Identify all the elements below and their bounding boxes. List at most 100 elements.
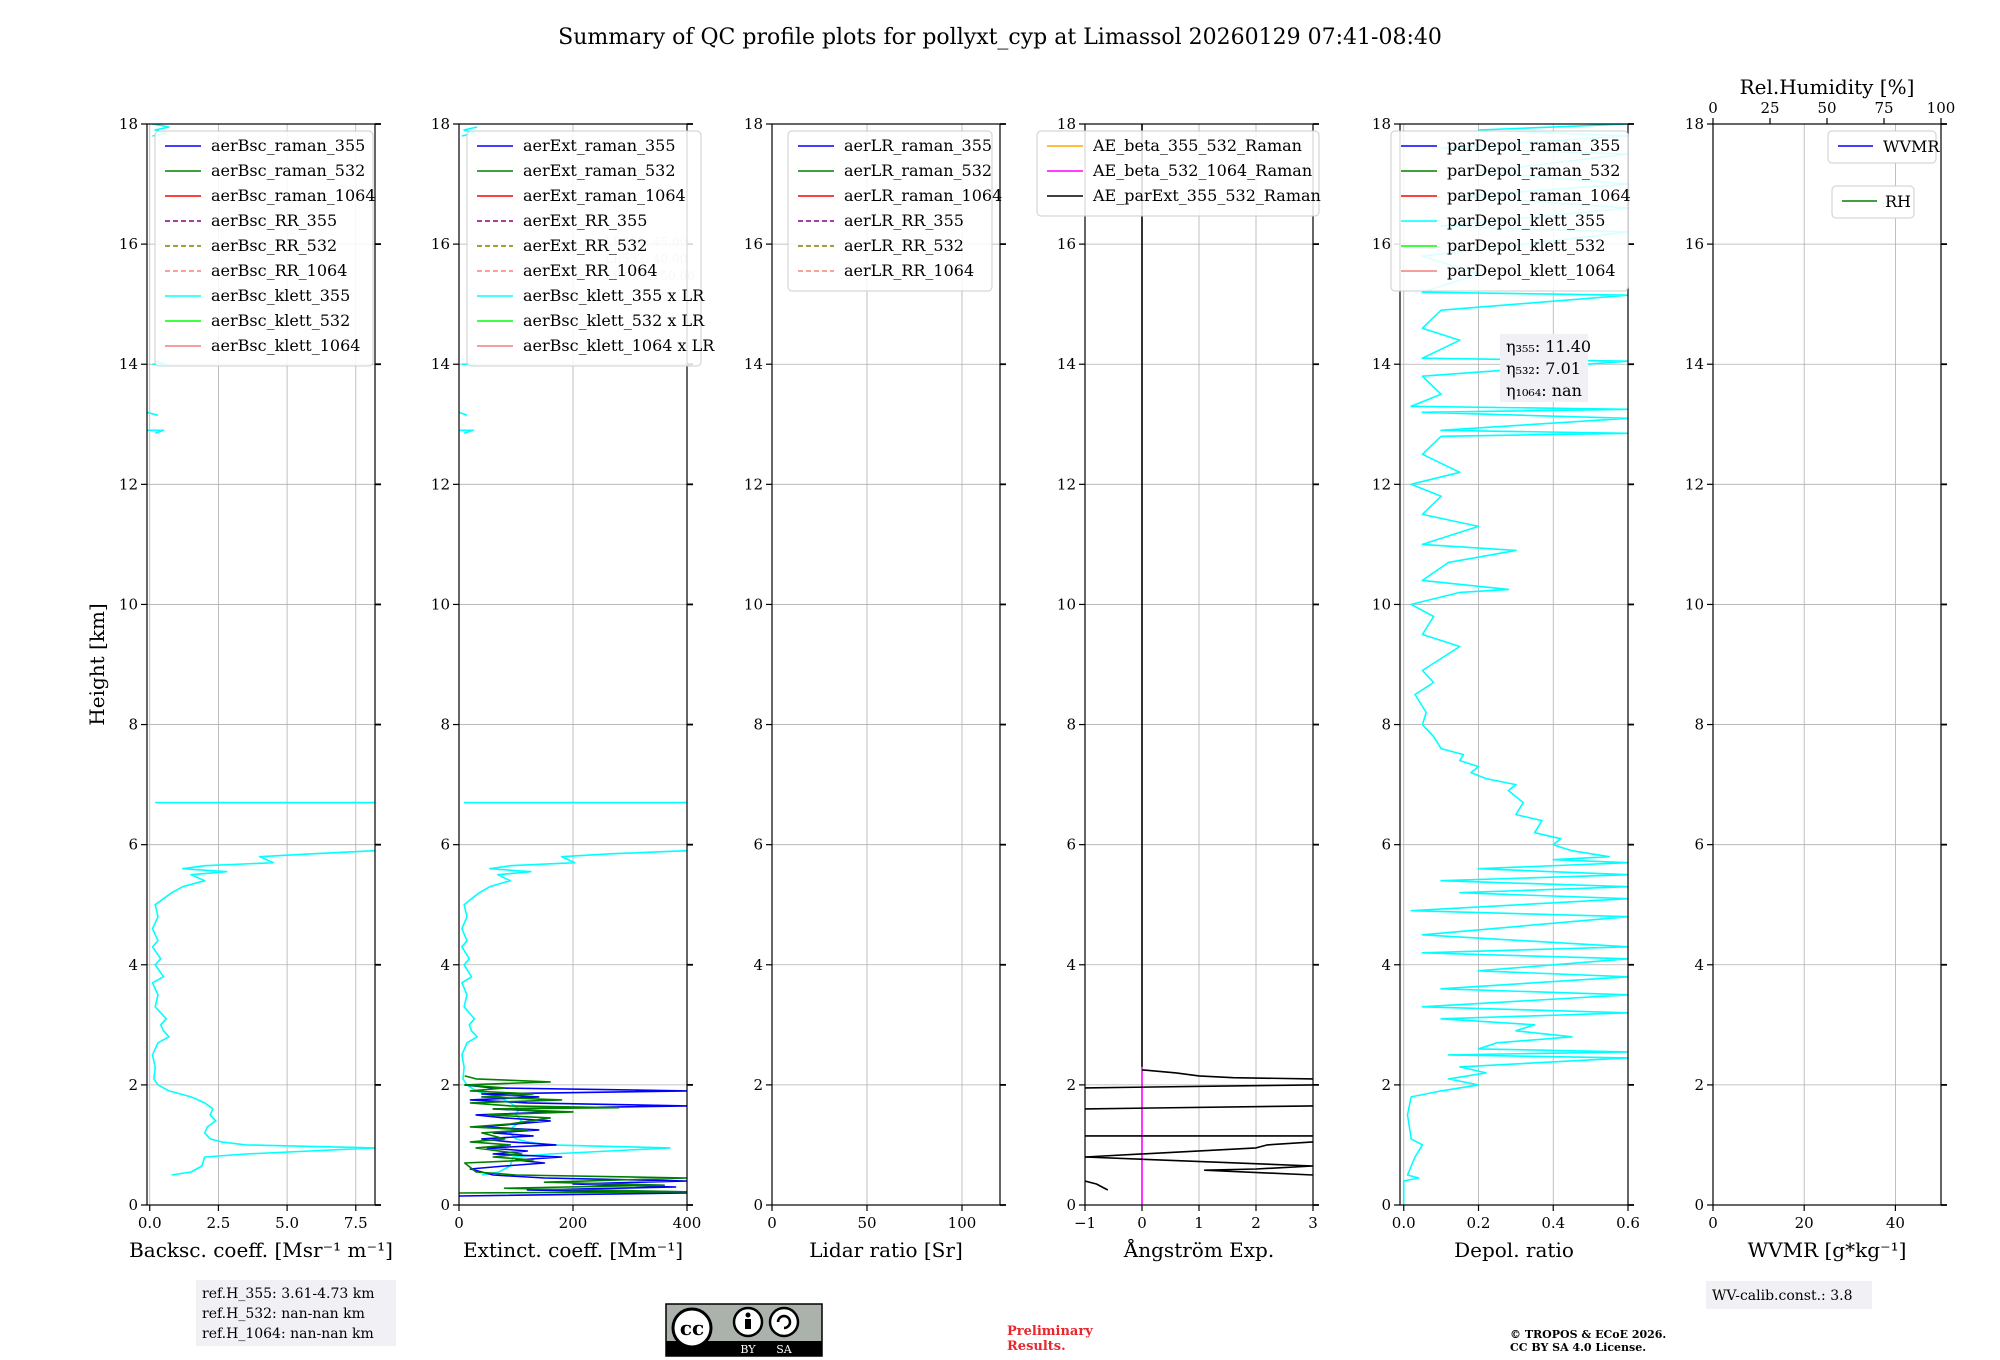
xtick-label: 0 [1708, 1214, 1718, 1232]
xtick-label: 0 [454, 1214, 464, 1232]
legend-label: aerBsc_raman_532 [211, 161, 365, 180]
panel-lr: 0 2 4 6 8 10 12 14 16 18 0 50 100 Lidar ratio [Sr] aer… [744, 115, 1006, 1262]
eta-0: η₃₅₅: 11.40 [1506, 337, 1591, 356]
ytick-label: 8 [128, 716, 138, 734]
ytick-label: 4 [1694, 956, 1704, 974]
ytick-label: 16 [1685, 235, 1704, 253]
ref-height-355: ref.H_355: 3.61-4.73 km [202, 1286, 375, 1302]
series-AE_parExt_355_532_Raman [1085, 1156, 1313, 1176]
ytick-label: 8 [1066, 716, 1076, 734]
series-aerBsc_klett_355 [147, 429, 165, 435]
legend-label: aerBsc_RR_1064 [211, 261, 347, 280]
series-AE_parExt_355_532_Raman [1085, 1084, 1313, 1089]
series-aerBsc_klett_355 x LR [459, 429, 475, 435]
ytick-label: 2 [128, 1076, 138, 1094]
legend-label: WVMR [1883, 137, 1940, 156]
ytick-label: 4 [1066, 956, 1076, 974]
ytick-label: 0 [128, 1196, 138, 1214]
series-aerBsc_klett_355 x LR [459, 411, 468, 417]
legend-label: aerLR_RR_355 [844, 211, 964, 230]
ytick-label: 4 [440, 956, 450, 974]
ytick-label: 16 [1372, 235, 1391, 253]
x-axis-label: Lidar ratio [Sr] [809, 1238, 963, 1262]
xtick-label: 2 [1251, 1214, 1261, 1232]
cc-license-badge[interactable]: cc BY SA [665, 1303, 823, 1357]
legend-frame [1827, 130, 1937, 164]
legend-label: aerBsc_klett_1064 [211, 336, 360, 355]
ytick-label: 14 [1057, 355, 1076, 373]
copyright-line-1: © TROPOS & ECoE 2026. [1510, 1328, 1666, 1341]
panel-bsc: 0 2 4 6 8 10 12 14 16 18 0.0 2.5 5.0 7.5 Backsc. coeff… [85, 115, 393, 1262]
legend-label: aerBsc_klett_1064 x LR [523, 336, 715, 355]
legend-label: aerExt_RR_532 [523, 236, 647, 255]
legend-frame [466, 130, 702, 367]
xtick-label: 2.5 [206, 1214, 230, 1232]
xtick-label: 100 [948, 1214, 977, 1232]
ytick-label: 4 [753, 956, 763, 974]
eta-2: η₁₀₆₄: nan [1506, 381, 1582, 400]
legend-label: aerExt_raman_1064 [523, 186, 686, 205]
legend-label: aerBsc_klett_532 [211, 311, 350, 330]
copyright-line-2: CC BY SA 4.0 License. [1510, 1341, 1646, 1354]
ytick-label: 16 [119, 235, 138, 253]
ytick-label: 18 [1685, 115, 1704, 133]
legend-label: aerExt_raman_532 [523, 161, 676, 180]
legend-frame [1390, 130, 1629, 292]
legend-label: aerExt_RR_355 [523, 211, 647, 230]
ytick-label: 12 [431, 475, 450, 493]
legend-wvmr: WVMR [1827, 130, 1940, 164]
legend-label: parDepol_raman_532 [1447, 161, 1620, 180]
ytick-label: 0 [1694, 1196, 1704, 1214]
ytick-label: 6 [128, 836, 138, 854]
copyright-note: © TROPOS & ECoE 2026. CC BY SA 4.0 Licen… [1510, 1328, 1666, 1354]
top-xtick-label: 25 [1760, 99, 1779, 117]
series-AE_parExt_355_532_Raman [1141, 1069, 1313, 1080]
ytick-label: 18 [431, 115, 450, 133]
ytick-label: 4 [128, 956, 138, 974]
x-axis-label: Extinct. coeff. [Mm⁻¹] [463, 1238, 683, 1262]
series-aerBsc_klett_355 [147, 411, 159, 417]
legend-label: aerBsc_raman_355 [211, 136, 365, 155]
legend-frame [787, 130, 993, 292]
xtick-label: −1 [1074, 1214, 1096, 1232]
ytick-label: 18 [1372, 115, 1391, 133]
ytick-label: 2 [1694, 1076, 1704, 1094]
ytick-label: 12 [1685, 475, 1704, 493]
ytick-label: 16 [431, 235, 450, 253]
reference-height-box: ref.H_355: 3.61-4.73 km ref.H_532: nan-n… [196, 1280, 396, 1346]
ytick-label: 6 [1381, 836, 1391, 854]
ytick-label: 12 [1057, 475, 1076, 493]
xtick-label: 5.0 [275, 1214, 299, 1232]
xtick-label: 40 [1886, 1214, 1905, 1232]
legend-label: aerBsc_klett_355 [211, 286, 350, 305]
plot-area-ext [459, 126, 687, 1197]
panel-depol: 0 2 4 6 8 10 12 14 16 18 0.0 0.2 0.4 0.6 Depol. ratio p… [1372, 115, 1640, 1262]
series-aerExt_raman_532 [459, 1075, 687, 1194]
xtick-label: 0.0 [138, 1214, 162, 1232]
legend-frame [1831, 185, 1915, 219]
ytick-label: 8 [1694, 716, 1704, 734]
y-axis-label: Height [km] [85, 603, 109, 725]
sa-icon [768, 1306, 800, 1338]
ytick-label: 18 [119, 115, 138, 133]
series-AE_parExt_355_532_Raman [1085, 1105, 1313, 1110]
legend-label: AE_beta_355_532_Raman [1092, 136, 1302, 155]
legend-label: RH [1885, 192, 1911, 211]
ytick-label: 14 [119, 355, 138, 373]
legend-frame [1036, 130, 1320, 217]
axes-frame [1399, 123, 1629, 1206]
x-axis-label: Depol. ratio [1454, 1238, 1574, 1262]
wv-calibration-text: WV-calib.const.: 3.8 [1712, 1288, 1852, 1304]
ytick-label: 0 [1066, 1196, 1076, 1214]
legend-label: AE_beta_532_1064_Raman [1092, 161, 1312, 180]
ytick-label: 14 [744, 355, 763, 373]
ytick-label: 6 [1066, 836, 1076, 854]
ytick-label: 10 [1057, 595, 1076, 613]
legend-label: parDepol_klett_1064 [1447, 261, 1616, 280]
top-xtick-label: 75 [1874, 99, 1893, 117]
legend-ae: AE_beta_355_532_Raman AE_beta_532_1064_Ra… [1036, 130, 1321, 217]
ytick-label: 18 [744, 115, 763, 133]
xtick-label: 50 [857, 1214, 876, 1232]
ytick-label: 14 [1372, 355, 1391, 373]
